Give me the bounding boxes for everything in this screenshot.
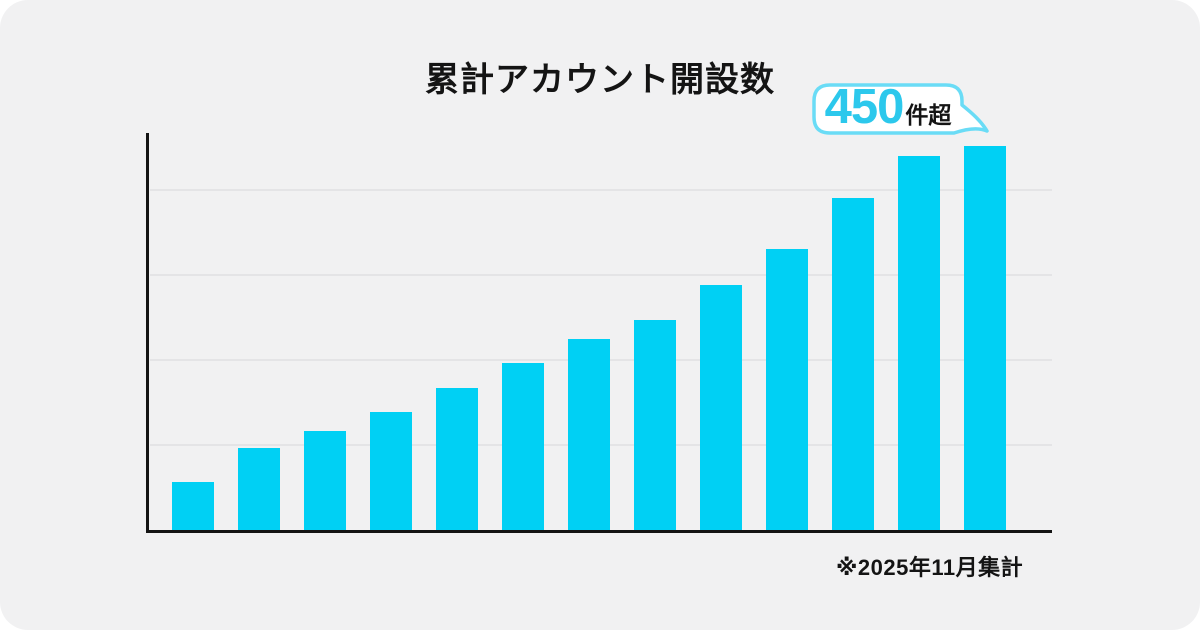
bar	[172, 482, 214, 530]
y-axis-line	[146, 133, 149, 533]
bar	[370, 412, 412, 530]
bar	[502, 363, 544, 530]
callout-suffix: 件超	[905, 102, 952, 128]
x-axis-line	[146, 530, 1052, 533]
footnote: ※2025年11月集計	[836, 555, 1024, 580]
callout-bubble: 450 件超	[806, 79, 1006, 141]
bar	[898, 156, 940, 530]
bar	[700, 285, 742, 530]
bar	[832, 198, 874, 530]
bar	[964, 146, 1006, 530]
bar	[436, 388, 478, 530]
bar	[238, 448, 280, 530]
callout-value: 450	[824, 80, 905, 134]
callout-text: 450 件超	[814, 80, 962, 134]
chart-title: 累計アカウント開設数	[425, 61, 775, 99]
speech-bubble-icon	[812, 83, 989, 135]
bar	[766, 249, 808, 530]
bar	[304, 431, 346, 530]
gridline	[150, 274, 1052, 276]
bar-chart-plot-area	[146, 133, 1052, 533]
bar	[568, 339, 610, 530]
bar	[634, 320, 676, 530]
gridline	[150, 189, 1052, 191]
